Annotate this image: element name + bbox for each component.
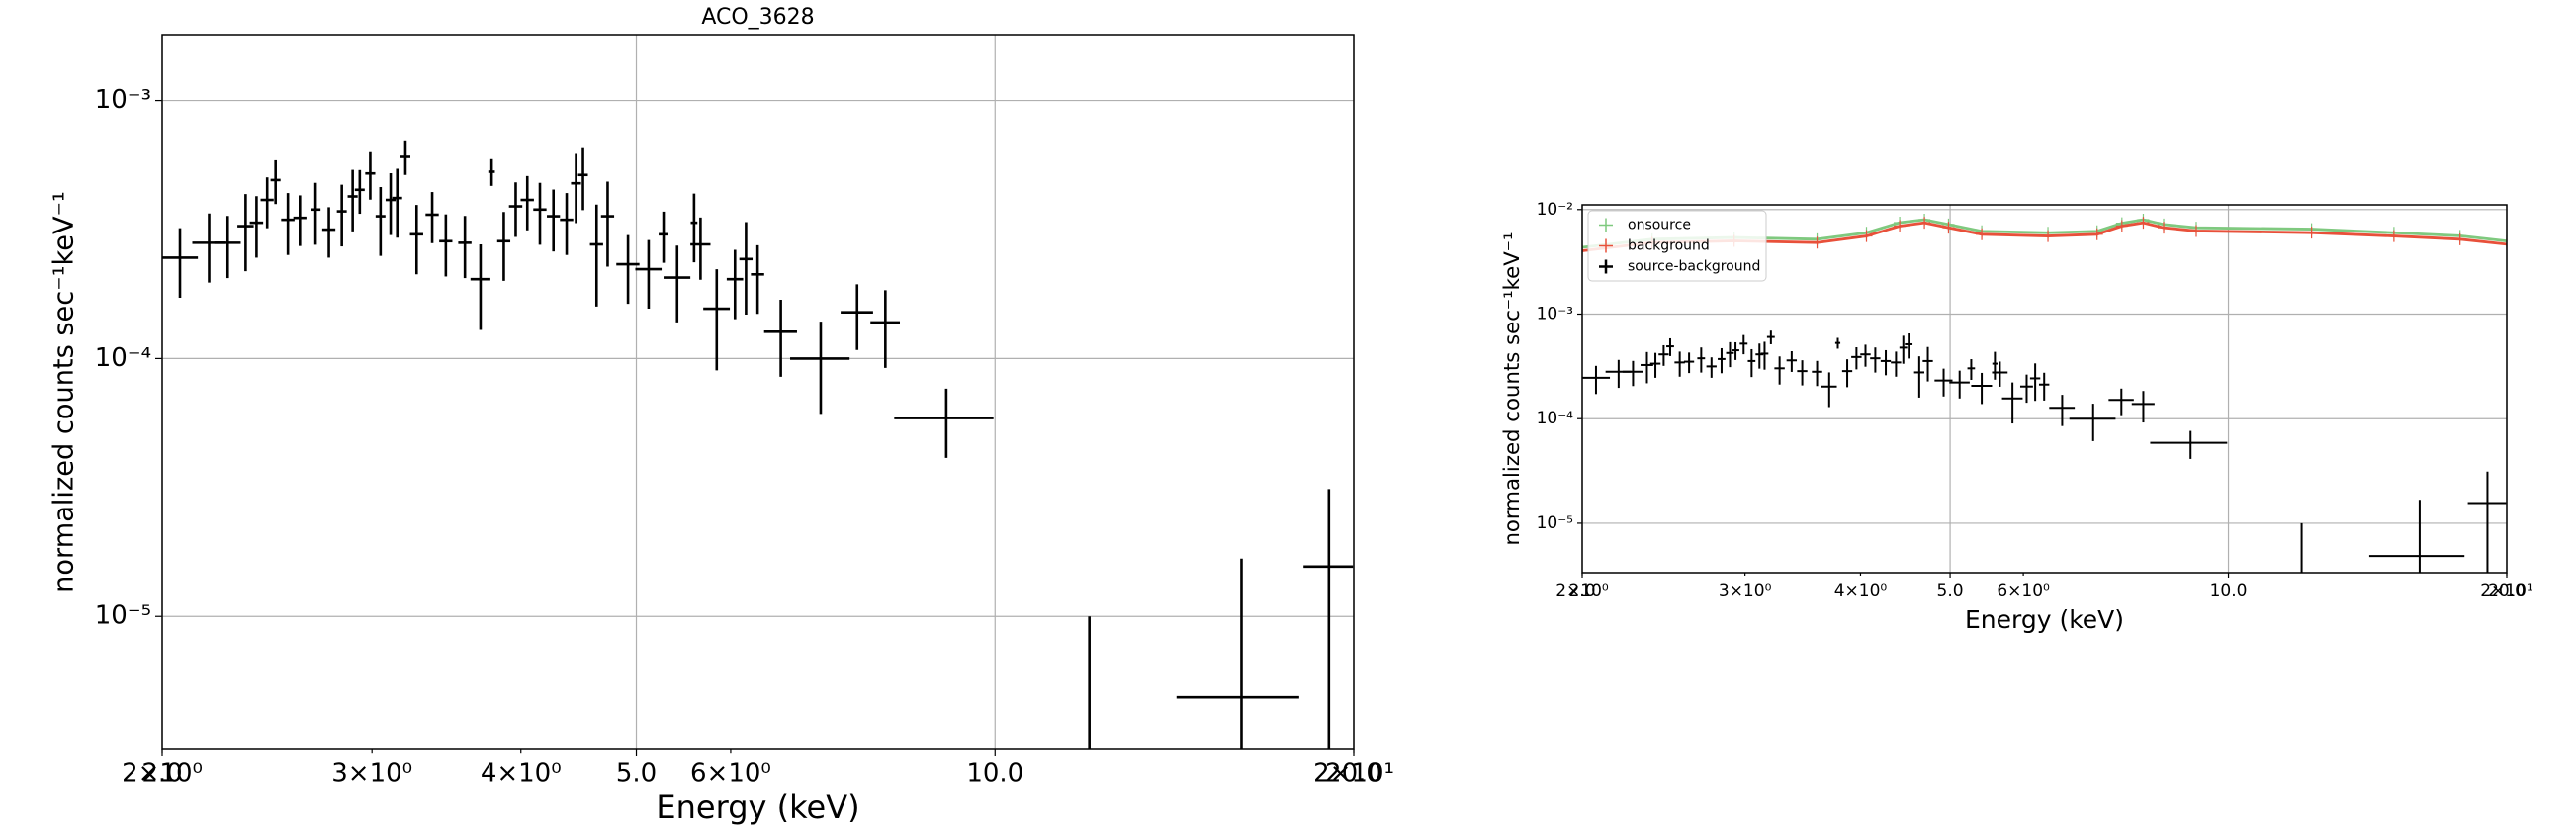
series-marker (1918, 217, 1931, 230)
x-tick-label: 10.0 (2210, 581, 2248, 601)
legend-marker (1599, 238, 1613, 253)
series-marker (1582, 244, 1588, 257)
x-tick-label: 2.0 (141, 759, 182, 788)
legend-label: background (1628, 238, 1710, 254)
x-tick-label: 5.0 (616, 759, 657, 788)
series-marker (2387, 230, 2400, 242)
series-marker (2090, 228, 2103, 240)
x-tick-label: 5.0 (1937, 581, 1964, 601)
y-tick-label: 10⁻⁵ (95, 602, 151, 631)
x-tick-label: 3×10⁰ (331, 759, 412, 788)
series-marker (1942, 222, 1955, 234)
x-tick-label: 4×10⁰ (481, 759, 562, 788)
data-layer (162, 140, 1354, 749)
x-tick-label: 2×10¹ (1313, 759, 1394, 788)
series-marker (2453, 232, 2466, 245)
y-tick-label: 10⁻⁴ (1537, 409, 1574, 428)
series-marker (2190, 225, 2202, 237)
legend-label: source-background (1628, 259, 1760, 275)
series-marker (1894, 220, 1907, 232)
series-marker (2115, 220, 2128, 232)
data-layer (1582, 214, 2507, 573)
axes-frame (1581, 204, 2508, 574)
x-tick-label: 2.0 (1568, 581, 1595, 601)
series-marker (2501, 237, 2507, 250)
y-tick-label: 10⁻⁵ (1537, 513, 1573, 533)
legend-marker (1599, 218, 1613, 232)
series-marker (1976, 228, 1989, 240)
x-tick-label: 6×10⁰ (1997, 581, 2050, 601)
series-marker (2305, 227, 2318, 239)
x-tick-label: 6×10⁰ (690, 759, 771, 788)
x-tick-label: 20.0 (2488, 581, 2526, 601)
legend-marker (1599, 259, 1613, 274)
y-tick-label: 10⁻² (1537, 200, 1573, 220)
x-tick-label: 2×10¹ (2480, 581, 2533, 601)
x-axis-label: Energy (keV) (656, 788, 859, 826)
chart-title: ACO_3628 (701, 5, 814, 30)
series-marker (2137, 217, 2150, 230)
y-tick-label: 10⁻³ (1537, 305, 1573, 324)
series-marker (2158, 222, 2171, 234)
y-tick-label: 10⁻⁴ (95, 343, 151, 373)
x-tick-label: 4×10⁰ (1834, 581, 1888, 601)
x-tick-label: 3×10⁰ (1719, 581, 1772, 601)
legend-box (1587, 210, 1767, 282)
series-marker (1582, 241, 1588, 254)
y-axis-label: normalized counts sec⁻¹keV⁻¹ (1500, 232, 1525, 545)
series-marker (2042, 230, 2055, 242)
plot-area (162, 35, 1354, 749)
y-tick-label: 10⁻³ (95, 85, 151, 115)
series-marker (2501, 234, 2507, 247)
x-tick-label: 20.0 (1325, 759, 1382, 788)
x-tick-label: 10.0 (966, 759, 1023, 788)
legend-label: onsource (1628, 218, 1691, 233)
y-axis-label: normalized counts sec⁻¹keV⁻¹ (49, 191, 80, 593)
x-tick-label: 2×10⁰ (122, 759, 203, 788)
series-marker (1860, 230, 1873, 242)
axes-frame (161, 34, 1355, 750)
x-tick-label: 2×10⁰ (1555, 581, 1609, 601)
series-marker (1811, 236, 1823, 249)
x-axis-label: Energy (keV) (1965, 605, 2124, 634)
